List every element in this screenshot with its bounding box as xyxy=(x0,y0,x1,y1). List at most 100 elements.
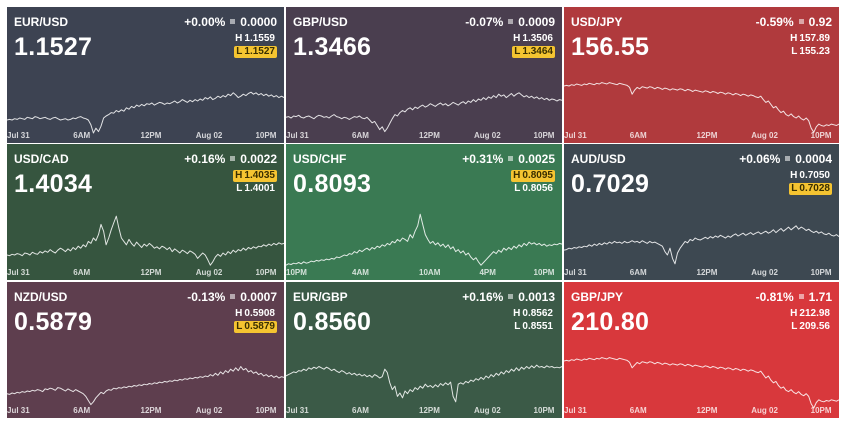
change-percent: +0.16% xyxy=(184,152,226,166)
x-axis-label: 10AM xyxy=(419,268,441,277)
tile-nzd-usd[interactable]: NZD/USD -0.13% 0.0007 0.5879 H 0.5908 L 0.5879 J… xyxy=(7,282,284,418)
change-indicator: -0.07% 0.0009 xyxy=(465,15,555,29)
sparkline-chart xyxy=(564,357,839,409)
sparkline-path xyxy=(7,215,284,266)
change-percent: +0.00% xyxy=(184,15,226,29)
change-percent: -0.07% xyxy=(465,15,504,29)
tile-usd-chf[interactable]: USD/CHF +0.31% 0.0025 0.8093 H 0.8095 L 0.8056 1… xyxy=(286,144,562,280)
x-axis-label: 10PM xyxy=(533,268,555,277)
low-number: 0.7028 xyxy=(799,183,830,194)
x-axis-label: 6AM xyxy=(629,131,647,140)
x-axis-label: Aug 02 xyxy=(195,406,223,415)
high-value: H 1.4035 xyxy=(233,170,277,182)
sparkline-path xyxy=(7,366,284,406)
current-price: 0.8093 xyxy=(293,170,372,198)
x-axis-label: 10PM xyxy=(255,131,277,140)
sparkline-path xyxy=(564,82,839,133)
sparkline-chart xyxy=(286,213,562,266)
low-number: 0.8551 xyxy=(522,321,553,332)
x-axis-label: Jul 31 xyxy=(7,131,30,140)
current-price: 1.4034 xyxy=(14,170,93,198)
sparkline-path xyxy=(564,357,839,409)
separator-dot xyxy=(230,294,236,300)
change-absolute: 0.0009 xyxy=(518,15,555,29)
change-percent: +0.31% xyxy=(462,152,504,166)
high-number: 1.3506 xyxy=(522,33,553,44)
change-absolute: 0.0000 xyxy=(240,15,277,29)
high-value: H 1.3506 xyxy=(513,33,553,44)
sparkline-chart xyxy=(7,91,284,134)
separator-dot xyxy=(508,19,514,25)
change-indicator: +0.00% 0.0000 xyxy=(184,15,277,29)
high-value: H 0.7050 xyxy=(790,170,830,181)
x-axis-label: 6AM xyxy=(73,406,91,415)
sparkline-path xyxy=(7,91,284,134)
change-absolute: 0.92 xyxy=(808,15,832,29)
sparkline-chart xyxy=(286,92,562,133)
pair-name: USD/CHF xyxy=(293,152,347,166)
high-number: 1.4035 xyxy=(244,170,275,181)
x-axis-label: Aug 02 xyxy=(751,131,778,140)
change-percent: +0.06% xyxy=(739,152,781,166)
x-axis-label: 10PM xyxy=(810,406,832,415)
x-axis-label: 12PM xyxy=(140,406,162,415)
x-axis-label: Jul 31 xyxy=(286,406,309,415)
tile-usd-jpy[interactable]: USD/JPY -0.59% 0.92 156.55 H 157.89 L 155.23 Jul… xyxy=(564,7,839,143)
pair-name: USD/JPY xyxy=(571,15,623,29)
change-absolute: 0.0013 xyxy=(518,290,555,304)
x-axis-label: 4AM xyxy=(352,268,369,277)
x-axis-label: 12PM xyxy=(696,406,718,415)
change-absolute: 0.0007 xyxy=(240,290,277,304)
x-axis-label: Aug 02 xyxy=(195,268,223,277)
sparkline-path xyxy=(286,213,562,266)
tile-gbp-jpy[interactable]: GBP/JPY -0.81% 1.71 210.80 H 212.98 L 209.56 Jul… xyxy=(564,282,839,418)
high-value: H 1.1559 xyxy=(235,33,275,44)
separator-dot xyxy=(230,19,236,25)
pair-name: NZD/USD xyxy=(14,290,68,304)
current-price: 0.8560 xyxy=(293,308,372,336)
low-number: 0.5879 xyxy=(244,321,275,332)
change-absolute: 0.0025 xyxy=(518,152,555,166)
x-axis-label: Aug 02 xyxy=(473,131,501,140)
change-indicator: +0.31% 0.0025 xyxy=(462,152,555,166)
low-value: L 0.8551 xyxy=(514,321,553,332)
x-axis-label: Aug 02 xyxy=(473,406,501,415)
x-axis-label: Jul 31 xyxy=(7,406,30,415)
tile-usd-cad[interactable]: USD/CAD +0.16% 0.0022 1.4034 H 1.4035 L 1.4001 J… xyxy=(7,144,284,280)
high-value: H 157.89 xyxy=(790,33,830,44)
x-axis-label: 10PM xyxy=(255,268,277,277)
high-number: 0.5908 xyxy=(244,308,275,319)
x-axis-label: 6AM xyxy=(352,131,369,140)
tile-gbp-usd[interactable]: GBP/USD -0.07% 0.0009 1.3466 H 1.3506 L 1.3464 J… xyxy=(286,7,562,143)
tile-eur-usd[interactable]: EUR/USD +0.00% 0.0000 1.1527 H 1.1559 L 1.1527 J… xyxy=(7,7,284,143)
x-axis-label: Aug 02 xyxy=(751,268,778,277)
pair-name: GBP/USD xyxy=(293,15,348,29)
change-indicator: -0.59% 0.92 xyxy=(756,15,832,29)
low-value: L 1.4001 xyxy=(236,183,275,194)
change-indicator: +0.06% 0.0004 xyxy=(739,152,832,166)
x-axis-label: 6AM xyxy=(352,406,369,415)
separator-dot xyxy=(508,156,514,162)
low-value: L 155.23 xyxy=(791,46,830,57)
high-number: 212.98 xyxy=(799,308,830,319)
x-axis-label: 12PM xyxy=(140,268,162,277)
change-percent: +0.16% xyxy=(462,290,504,304)
x-axis-label: 10PM xyxy=(810,268,832,277)
low-value: L 1.3464 xyxy=(512,46,555,58)
low-number: 209.56 xyxy=(799,321,830,332)
sparkline-chart xyxy=(7,215,284,266)
low-number: 1.3464 xyxy=(522,46,553,57)
x-axis-label: 12PM xyxy=(419,406,440,415)
change-indicator: +0.16% 0.0013 xyxy=(462,290,555,304)
tile-aud-usd[interactable]: AUD/USD +0.06% 0.0004 0.7029 H 0.7050 L 0.7028 J… xyxy=(564,144,839,280)
x-axis-label: 6AM xyxy=(73,268,91,277)
current-price: 1.3466 xyxy=(293,33,372,61)
sparkline-path xyxy=(564,225,839,265)
x-axis-label: 12PM xyxy=(696,131,718,140)
tile-eur-gbp[interactable]: EUR/GBP +0.16% 0.0013 0.8560 H 0.8562 L 0.8551 J… xyxy=(286,282,562,418)
x-axis-label: 6AM xyxy=(629,268,647,277)
sparkline-path xyxy=(286,92,562,133)
low-number: 155.23 xyxy=(799,46,830,57)
high-number: 0.8095 xyxy=(522,170,553,181)
separator-dot xyxy=(798,294,804,300)
